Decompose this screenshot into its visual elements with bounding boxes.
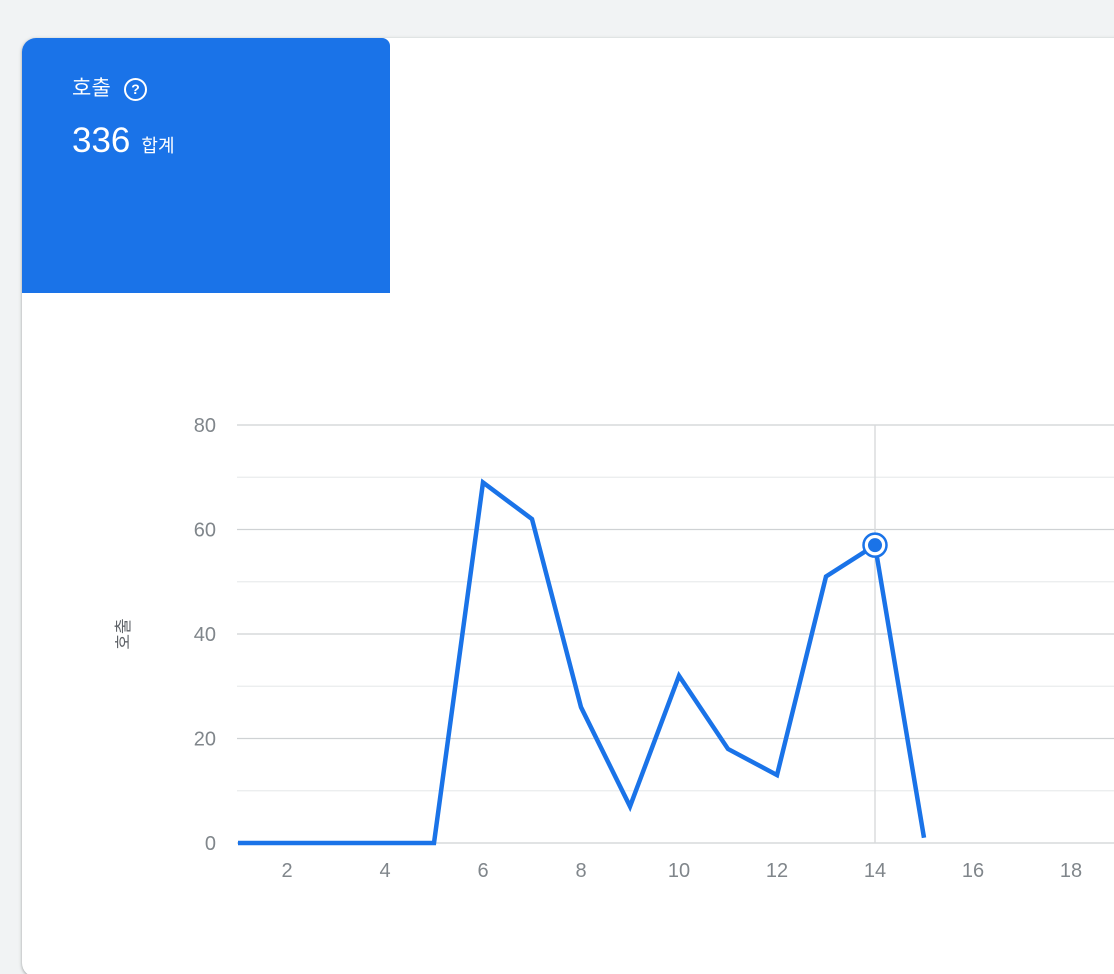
performance-panel: 호출 ? 336 합계 <box>22 38 1114 974</box>
metric-total-label: 합계 <box>141 136 175 156</box>
metric-total-value: 336 <box>72 121 131 160</box>
metric-card-calls[interactable]: 호출 ? 336 합계 <box>22 38 390 293</box>
help-icon[interactable]: ? <box>124 77 148 101</box>
metric-title: 호출 <box>72 77 112 100</box>
metric-card-header: 호출 ? <box>72 76 390 102</box>
metric-value-row: 336 합계 <box>72 123 390 158</box>
